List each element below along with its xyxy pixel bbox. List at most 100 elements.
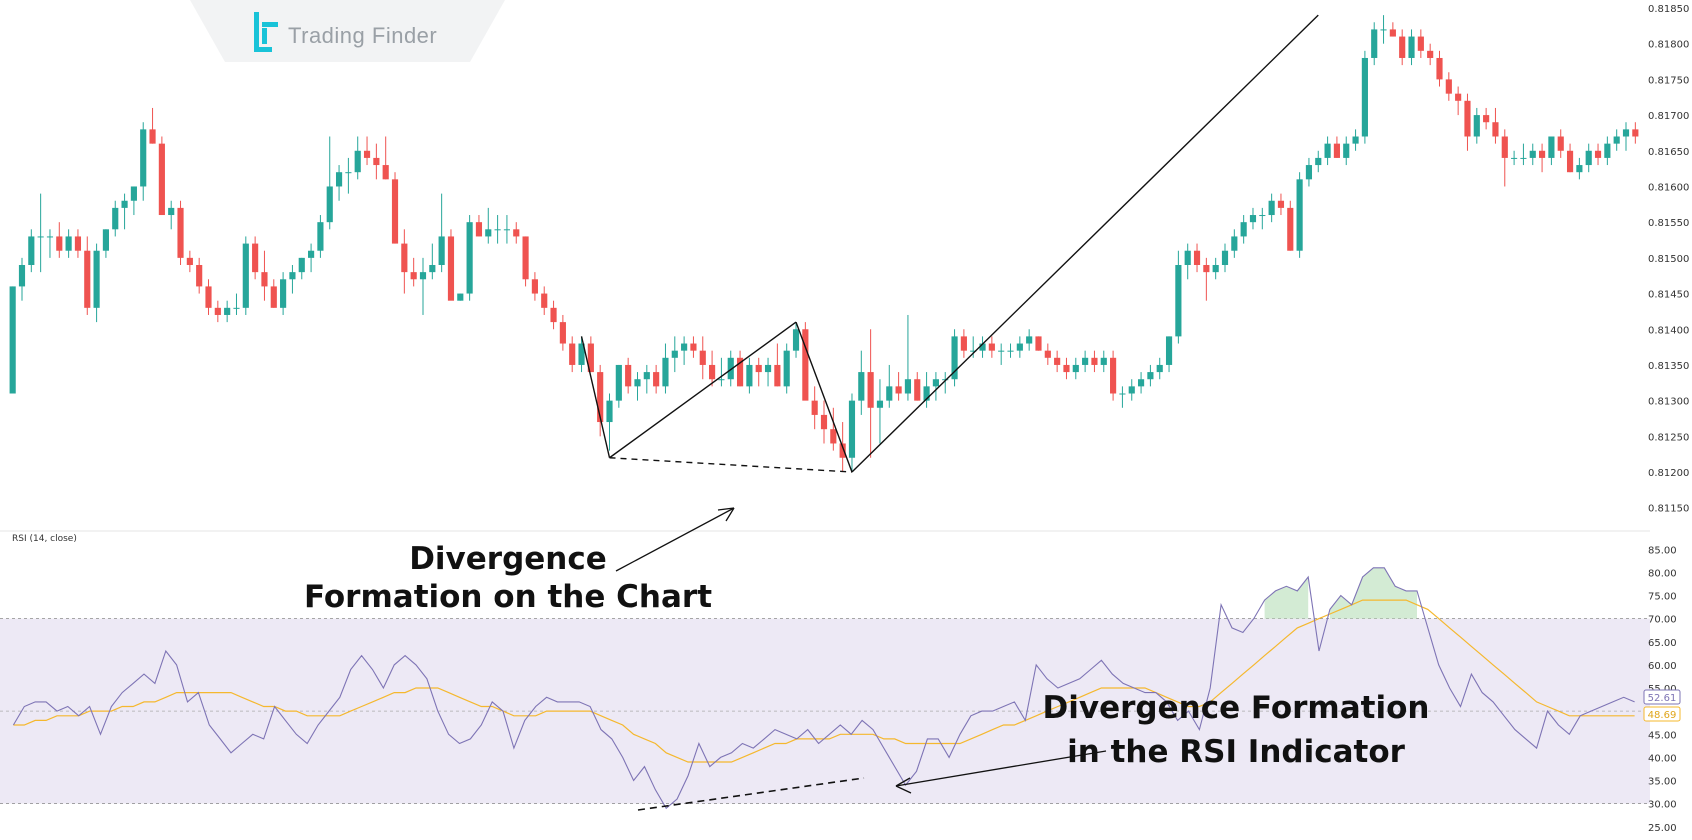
price-tick-label: 0.81250 xyxy=(1648,432,1689,443)
candle-bullish xyxy=(280,279,287,308)
candle-bearish xyxy=(550,307,557,323)
candle-bearish xyxy=(960,336,967,351)
price-pattern-lines xyxy=(580,14,1319,473)
candle-bearish xyxy=(1501,136,1508,158)
candle-bullish xyxy=(998,350,1005,352)
candle-bullish xyxy=(792,329,800,351)
candle-bullish xyxy=(1343,143,1350,158)
price-tick-label: 0.81400 xyxy=(1648,325,1689,336)
candle-bullish xyxy=(168,207,175,216)
candle-bearish xyxy=(1594,150,1602,158)
candle-bearish xyxy=(1333,143,1340,158)
price-tick-label: 0.81200 xyxy=(1648,468,1689,479)
candle-bearish xyxy=(1566,150,1574,173)
rsi-line xyxy=(12,567,1635,810)
candle-bearish xyxy=(373,157,380,166)
candle-bullish xyxy=(1156,364,1163,373)
rsi-ma-value-label: 48.69 xyxy=(1648,710,1677,721)
candle-bullish xyxy=(419,272,427,280)
rsi-divergence-line xyxy=(637,777,865,811)
candle-bearish xyxy=(736,357,744,387)
rsi-overbought-area xyxy=(1329,567,1417,619)
rsi-tick-label: 85.00 xyxy=(1648,545,1677,556)
candle-bullish xyxy=(494,229,501,231)
candle-bearish xyxy=(1389,29,1396,37)
rsi-tick-label: 75.00 xyxy=(1648,592,1677,603)
candle-bearish xyxy=(158,143,165,216)
rsi-divergence-arrowhead xyxy=(895,777,912,794)
price-tick-label: 0.81600 xyxy=(1648,182,1689,193)
candle-bearish xyxy=(149,129,156,144)
candle-bearish xyxy=(820,414,828,430)
candle-bullish xyxy=(326,186,333,223)
candle-bearish xyxy=(1417,36,1424,51)
chart-divergence-arrowhead xyxy=(717,507,735,522)
candle-bullish xyxy=(224,307,231,315)
price-trend-line xyxy=(580,336,611,458)
candle-bearish xyxy=(709,364,716,380)
candle-bullish xyxy=(1147,372,1154,380)
candle-bullish xyxy=(643,372,650,380)
candle-bearish xyxy=(1035,336,1042,351)
candle-bearish xyxy=(401,243,408,273)
candle-bullish xyxy=(102,229,109,251)
price-tick-label: 0.81500 xyxy=(1648,254,1689,265)
rsi-divergence-arrow xyxy=(895,750,1107,787)
price-tick-label: 0.81750 xyxy=(1648,75,1689,86)
candle-bullish xyxy=(1128,386,1135,394)
candle-bearish xyxy=(755,364,762,373)
candle-bullish xyxy=(1221,250,1229,265)
chart-divergence-label-line1: Divergence xyxy=(409,541,607,577)
candle-bearish xyxy=(447,236,455,301)
candle-bearish xyxy=(1445,79,1452,94)
candle-bearish xyxy=(177,207,184,258)
candle-bullish xyxy=(783,350,790,387)
candle-bullish xyxy=(634,379,641,387)
candle-bearish xyxy=(475,222,483,237)
candle-bullish xyxy=(727,357,734,380)
candle-bullish xyxy=(1268,200,1275,216)
candle-bearish xyxy=(196,265,203,287)
candle-bullish xyxy=(28,236,35,265)
candle-bullish xyxy=(317,222,324,251)
candle-bearish xyxy=(802,329,809,401)
candle-bullish xyxy=(1613,136,1620,144)
candle-bullish xyxy=(932,379,939,387)
candle-bearish xyxy=(1464,100,1471,137)
candle-bullish xyxy=(1137,379,1145,387)
candle-bullish xyxy=(1026,336,1033,344)
candle-bullish xyxy=(1007,350,1014,352)
brand-badge: Trading Finder xyxy=(190,0,505,62)
candle-bearish xyxy=(410,272,417,280)
rsi-tick-label: 45.00 xyxy=(1648,730,1677,741)
candle-bullish xyxy=(1240,222,1247,237)
candle-bullish xyxy=(46,236,54,238)
candle-bullish xyxy=(970,350,977,352)
candle-bullish xyxy=(1576,165,1583,173)
candle-bullish xyxy=(1604,143,1611,158)
candle-bullish xyxy=(858,372,865,401)
candle-bullish xyxy=(457,293,464,301)
candle-bullish xyxy=(65,236,72,251)
candle-bearish xyxy=(261,272,268,287)
candle-bearish xyxy=(1044,350,1051,358)
candle-bullish xyxy=(1175,265,1182,337)
price-tick-label: 0.81150 xyxy=(1648,504,1689,515)
rsi-panel-title: RSI (14, close) xyxy=(12,534,77,544)
candle-bearish xyxy=(559,322,566,344)
price-tick-label: 0.81800 xyxy=(1648,40,1689,51)
rsi-overbought-fill xyxy=(1264,567,1417,619)
candle-bearish xyxy=(513,229,520,237)
candle-bearish xyxy=(214,307,221,315)
rsi-value-tag: 52.61 xyxy=(1643,689,1681,705)
candle-bullish xyxy=(1520,157,1527,159)
candle-bearish xyxy=(252,243,259,273)
candle-bullish xyxy=(485,229,492,237)
candle-bearish xyxy=(1399,36,1406,58)
candle-bearish xyxy=(1427,50,1434,58)
candle-bullish xyxy=(578,343,585,365)
candle-bullish xyxy=(429,265,436,273)
candle-bullish xyxy=(1249,215,1257,223)
